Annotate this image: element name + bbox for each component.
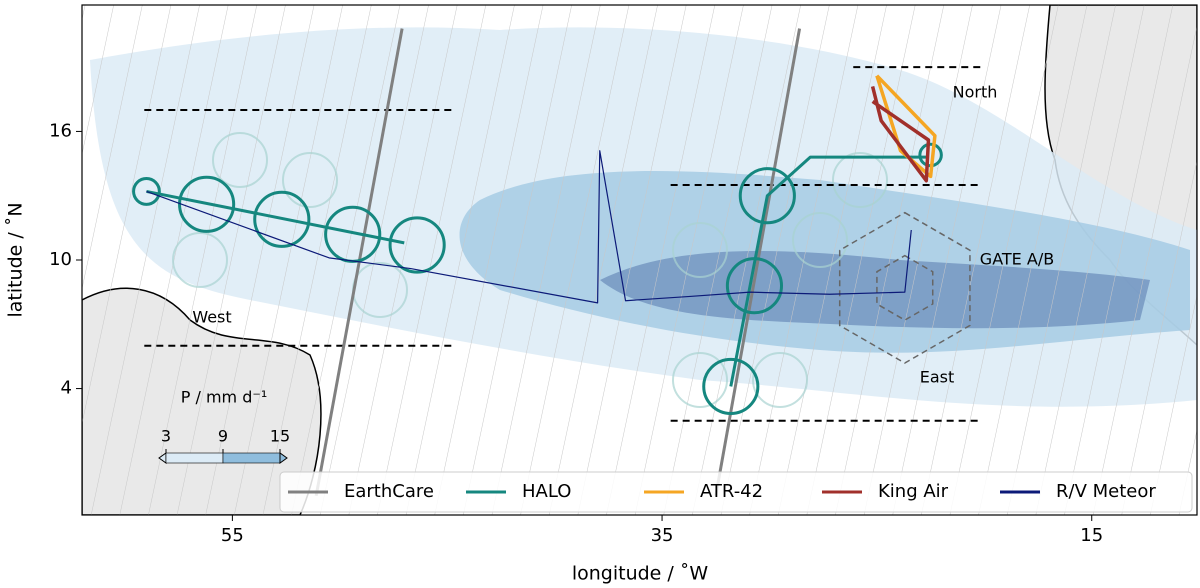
x-axis-title: longitude / ˚W — [572, 563, 709, 585]
legend-label: King Air — [878, 481, 949, 502]
x-tick-label: 55 — [221, 525, 244, 546]
flight-circle — [388, 216, 446, 274]
y-tick-label: 16 — [49, 120, 72, 141]
colorbar-tick-label: 9 — [218, 427, 228, 446]
legend-label: EarthCare — [344, 481, 434, 502]
flight-circle — [132, 177, 161, 206]
flight-circle — [253, 190, 311, 248]
colorbar-label: P / mm d⁻¹ — [181, 388, 267, 407]
flight-track — [870, 86, 931, 183]
y-tick-label: 4 — [61, 378, 72, 399]
colorbar-tick-label: 3 — [161, 427, 171, 446]
y-tick-label: 10 — [49, 249, 72, 270]
background — [82, 5, 1197, 515]
legend-label: HALO — [522, 481, 571, 502]
marks — [132, 28, 983, 496]
flight-track — [146, 189, 405, 245]
flight-track — [875, 74, 937, 179]
colorbar-segment — [165, 452, 224, 464]
legend — [279, 471, 1193, 513]
flight-circle — [738, 167, 796, 225]
region-label: GATE A/B — [980, 250, 1054, 269]
colorbar-segment — [222, 452, 281, 464]
x-tick-label: 15 — [1080, 525, 1103, 546]
gate-hexagon — [876, 254, 934, 321]
hatching — [82, 5, 1197, 515]
flight-track — [146, 150, 912, 304]
colorbar-extend — [279, 452, 288, 464]
flight-track — [729, 155, 929, 387]
colorbar-tick-label: 15 — [270, 427, 290, 446]
flight-circle — [702, 357, 760, 415]
flight-track — [714, 28, 802, 496]
gate-hexagon — [838, 211, 971, 364]
flight-circle — [725, 257, 784, 315]
legend-label: R/V Meteor — [1056, 481, 1156, 502]
legend-label: ATR-42 — [700, 481, 763, 502]
region-label: North — [953, 83, 998, 102]
y-axis-title: latitude / ˚N — [5, 202, 27, 317]
region-label: West — [192, 308, 231, 327]
region-label: East — [920, 368, 955, 387]
flight-circle — [178, 175, 236, 233]
x-tick-label: 35 — [651, 525, 674, 546]
